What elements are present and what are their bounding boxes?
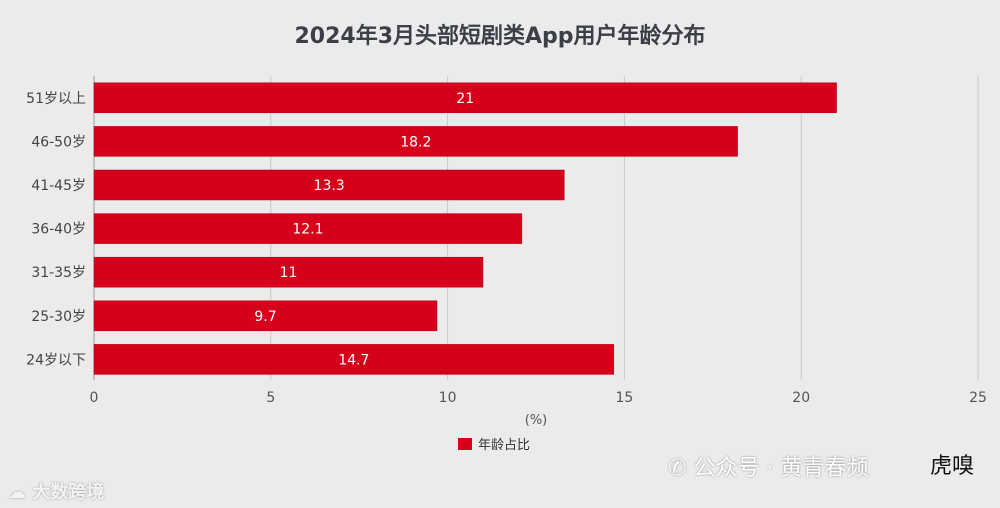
value-label: 9.7 — [254, 309, 276, 325]
value-labels: 21 18.2 13.3 12.1 11 9.7 14.7 — [254, 91, 474, 369]
x-axis-label: (%) — [525, 413, 548, 428]
bar — [93, 344, 615, 375]
category-label: 31-35岁 — [31, 265, 86, 281]
category-labels: 51岁以上 46-50岁 41-45岁 36-40岁 31-35岁 25-30岁 24岁以下 — [26, 91, 86, 369]
legend: 年龄占比 — [458, 438, 530, 453]
legend-label: 年龄占比 — [478, 438, 530, 453]
watermark-right-text: 公众号 · 黄青春频 — [693, 456, 869, 481]
value-label: 21 — [456, 91, 474, 107]
bar — [93, 300, 438, 332]
value-label: 13.3 — [314, 178, 345, 194]
value-label: 18.2 — [400, 134, 431, 150]
watermark-left: ☁ 大数跨境 — [8, 478, 104, 504]
value-label: 12.1 — [292, 222, 323, 238]
x-tick-label: 5 — [266, 390, 275, 406]
cloud-icon: ☁ — [8, 482, 26, 503]
bar — [93, 213, 523, 244]
bar — [93, 126, 738, 157]
x-tick-label: 20 — [792, 390, 810, 406]
x-tick-labels: 0 5 10 15 20 25 — [90, 390, 987, 406]
legend-swatch — [458, 438, 472, 450]
value-label: 11 — [280, 265, 298, 281]
value-label: 14.7 — [338, 352, 369, 368]
bar — [93, 82, 837, 114]
watermark-left-text: 大数跨境 — [32, 482, 105, 503]
watermark-right: ✆ 公众号 · 黄青春频 — [668, 450, 868, 482]
chart-title: 2024年3月头部短剧类App用户年龄分布 — [294, 23, 705, 49]
bar — [93, 169, 565, 201]
x-tick-label: 10 — [439, 390, 457, 406]
category-label: 24岁以下 — [26, 352, 86, 368]
bar — [93, 256, 484, 288]
category-label: 41-45岁 — [31, 178, 86, 194]
wechat-icon: ✆ — [668, 456, 687, 481]
x-tick-label: 0 — [90, 390, 99, 406]
category-label: 36-40岁 — [31, 222, 86, 238]
x-tick-label: 15 — [615, 390, 633, 406]
category-label: 46-50岁 — [31, 134, 86, 150]
x-tick-label: 25 — [969, 390, 987, 406]
category-label: 25-30岁 — [31, 309, 86, 325]
category-label: 51岁以上 — [26, 91, 86, 107]
watermark-logo: 虎嗅 — [930, 454, 975, 479]
bars — [93, 82, 837, 375]
